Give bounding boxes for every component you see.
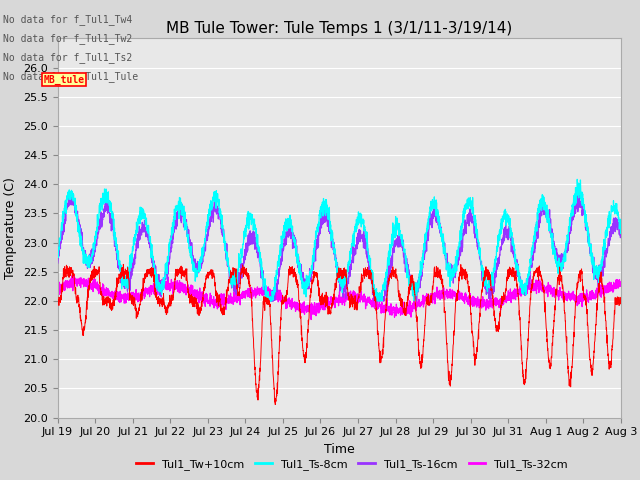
Text: No data for f_Tul1_Tw4: No data for f_Tul1_Tw4 — [3, 13, 132, 24]
Text: MB_tule: MB_tule — [44, 74, 84, 85]
Text: No data for f_Tul1_Tule: No data for f_Tul1_Tule — [3, 71, 138, 82]
Title: MB Tule Tower: Tule Temps 1 (3/1/11-3/19/14): MB Tule Tower: Tule Temps 1 (3/1/11-3/19… — [166, 21, 513, 36]
X-axis label: Time: Time — [324, 443, 355, 456]
Text: No data for f_Tul1_Tw2: No data for f_Tul1_Tw2 — [3, 33, 132, 44]
Text: No data for f_Tul1_Ts2: No data for f_Tul1_Ts2 — [3, 52, 132, 63]
Legend: Tul1_Tw+10cm, Tul1_Ts-8cm, Tul1_Ts-16cm, Tul1_Ts-32cm: Tul1_Tw+10cm, Tul1_Ts-8cm, Tul1_Ts-16cm,… — [132, 455, 572, 474]
Y-axis label: Temperature (C): Temperature (C) — [4, 177, 17, 279]
